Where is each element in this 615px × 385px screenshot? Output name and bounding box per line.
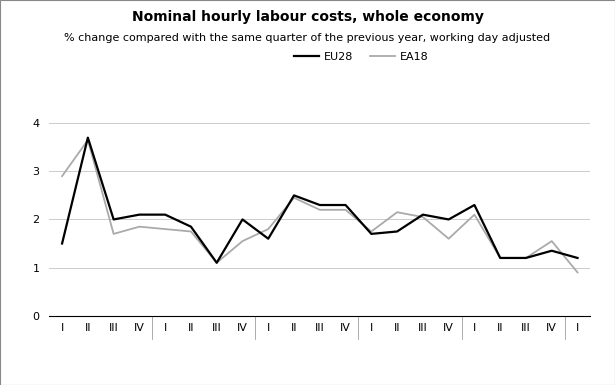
EA18: [394, 210, 401, 214]
EU28: [187, 224, 194, 229]
EU28: [368, 232, 375, 236]
EU28: [58, 241, 66, 246]
EA18: [162, 227, 169, 231]
EA18: [213, 261, 220, 265]
EA18: [419, 215, 427, 219]
EA18: [187, 229, 194, 234]
Line: EU28: EU28: [62, 138, 577, 263]
EU28: [162, 213, 169, 217]
EU28: [470, 203, 478, 208]
EU28: [419, 213, 427, 217]
EA18: [110, 232, 117, 236]
EU28: [445, 217, 453, 222]
EU28: [84, 136, 92, 140]
EA18: [496, 256, 504, 260]
EU28: [316, 203, 323, 208]
EU28: [239, 217, 246, 222]
EU28: [342, 203, 349, 208]
EA18: [548, 239, 555, 243]
EU28: [548, 248, 555, 253]
EU28: [264, 236, 272, 241]
EA18: [239, 239, 246, 243]
EA18: [445, 236, 453, 241]
EA18: [264, 227, 272, 231]
EU28: [213, 261, 220, 265]
EU28: [394, 229, 401, 234]
EU28: [136, 213, 143, 217]
EU28: [522, 256, 530, 260]
EA18: [342, 208, 349, 212]
EU28: [110, 217, 117, 222]
Line: EA18: EA18: [62, 140, 577, 273]
EA18: [522, 256, 530, 260]
EU28: [574, 256, 581, 260]
EA18: [574, 270, 581, 275]
EA18: [84, 138, 92, 142]
EA18: [470, 213, 478, 217]
EA18: [136, 224, 143, 229]
EU28: [290, 193, 298, 198]
Legend: EU28, EA18: EU28, EA18: [290, 48, 434, 67]
Text: % change compared with the same quarter of the previous year, working day adjust: % change compared with the same quarter …: [65, 33, 550, 43]
EA18: [316, 208, 323, 212]
EA18: [290, 196, 298, 200]
Text: Nominal hourly labour costs, whole economy: Nominal hourly labour costs, whole econo…: [132, 10, 483, 23]
EA18: [58, 174, 66, 179]
EA18: [368, 229, 375, 234]
EU28: [496, 256, 504, 260]
